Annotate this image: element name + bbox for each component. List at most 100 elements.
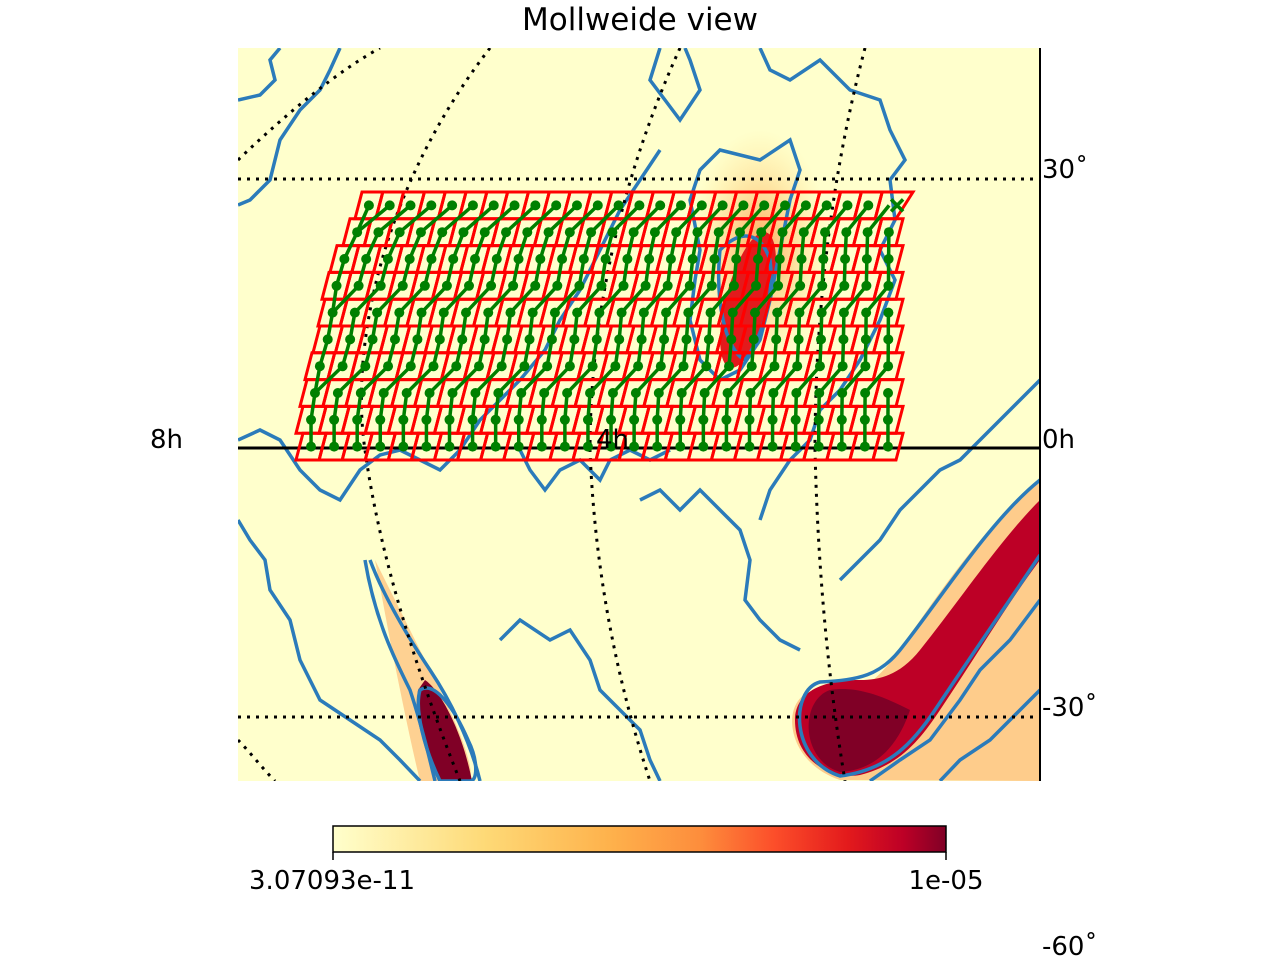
track-point: [714, 227, 724, 237]
track-point: [425, 388, 435, 398]
track-point: [675, 442, 685, 452]
track-point: [390, 334, 400, 344]
track-point: [780, 200, 790, 210]
track-point: [310, 388, 320, 398]
track-point: [350, 308, 360, 318]
track-point: [373, 227, 383, 237]
track-point: [514, 442, 524, 452]
track-point: [569, 334, 579, 344]
track-point: [468, 415, 478, 425]
track-point: [379, 388, 389, 398]
track-point: [470, 254, 480, 264]
track-point: [706, 308, 716, 318]
track-point: [721, 442, 731, 452]
track-point: [860, 415, 870, 425]
track-point: [468, 442, 478, 452]
track-point: [692, 227, 702, 237]
track-point: [501, 227, 511, 237]
track-point: [445, 415, 455, 425]
track-point: [629, 415, 639, 425]
track-point: [421, 442, 431, 452]
track-point: [448, 388, 458, 398]
track-point: [842, 200, 852, 210]
track-point: [861, 281, 871, 291]
track-point: [883, 388, 893, 398]
track-point: [677, 388, 687, 398]
track-point: [345, 334, 355, 344]
track-point: [585, 388, 595, 398]
colorbar-max-label: 1e-05: [908, 866, 983, 896]
track-point: [655, 200, 665, 210]
track-point: [634, 200, 644, 210]
track-point: [451, 361, 461, 371]
track-point: [683, 308, 693, 318]
track-point: [792, 361, 802, 371]
track-point: [701, 361, 711, 371]
track-point: [676, 200, 686, 210]
track-point: [759, 200, 769, 210]
track-point: [679, 361, 689, 371]
track-point: [560, 415, 570, 425]
track-point: [398, 415, 408, 425]
track-point: [544, 227, 554, 237]
track-point: [750, 308, 760, 318]
track-point: [837, 388, 847, 398]
track-point: [405, 254, 415, 264]
track-point: [491, 415, 501, 425]
track-point: [395, 227, 405, 237]
track-point: [510, 200, 520, 210]
track-point: [421, 415, 431, 425]
ra-label-right: 0h: [1042, 425, 1075, 455]
track-point: [364, 200, 374, 210]
track-point: [586, 227, 596, 237]
track-point: [839, 281, 849, 291]
track-point: [572, 308, 582, 318]
track-point: [442, 281, 452, 291]
track-point: [486, 281, 496, 291]
track-point: [470, 388, 480, 398]
track-point: [417, 308, 427, 318]
track-point: [768, 442, 778, 452]
track-point: [607, 227, 617, 237]
track-point: [550, 308, 560, 318]
track-point: [814, 442, 824, 452]
track-point: [675, 415, 685, 425]
track-point: [537, 442, 547, 452]
track-point: [816, 334, 826, 344]
track-point: [489, 200, 499, 210]
track-point: [633, 361, 643, 371]
track-point: [815, 361, 825, 371]
track-point: [728, 308, 738, 318]
track-point: [447, 200, 457, 210]
track-point: [726, 334, 736, 344]
track-point: [502, 334, 512, 344]
track-point: [838, 361, 848, 371]
track-point: [791, 388, 801, 398]
track-point: [376, 281, 386, 291]
track-point: [439, 308, 449, 318]
track-point: [383, 254, 393, 264]
track-point: [814, 415, 824, 425]
track-point: [461, 308, 471, 318]
track-point: [775, 254, 785, 264]
track-point: [794, 334, 804, 344]
track-point: [352, 415, 362, 425]
track-point: [579, 254, 589, 264]
track-point: [745, 415, 755, 425]
track-point: [841, 227, 851, 237]
track-point: [656, 361, 666, 371]
track-point: [497, 361, 507, 371]
track-point: [718, 200, 728, 210]
track-point: [328, 308, 338, 318]
track-point: [735, 227, 745, 237]
track-point: [661, 308, 671, 318]
track-point: [795, 281, 805, 291]
track-point: [652, 415, 662, 425]
track-point: [522, 227, 532, 237]
track-point: [601, 254, 611, 264]
track-point: [644, 254, 654, 264]
track-point: [516, 388, 526, 398]
track-point: [505, 308, 515, 318]
track-point: [729, 281, 739, 291]
track-point: [753, 254, 763, 264]
